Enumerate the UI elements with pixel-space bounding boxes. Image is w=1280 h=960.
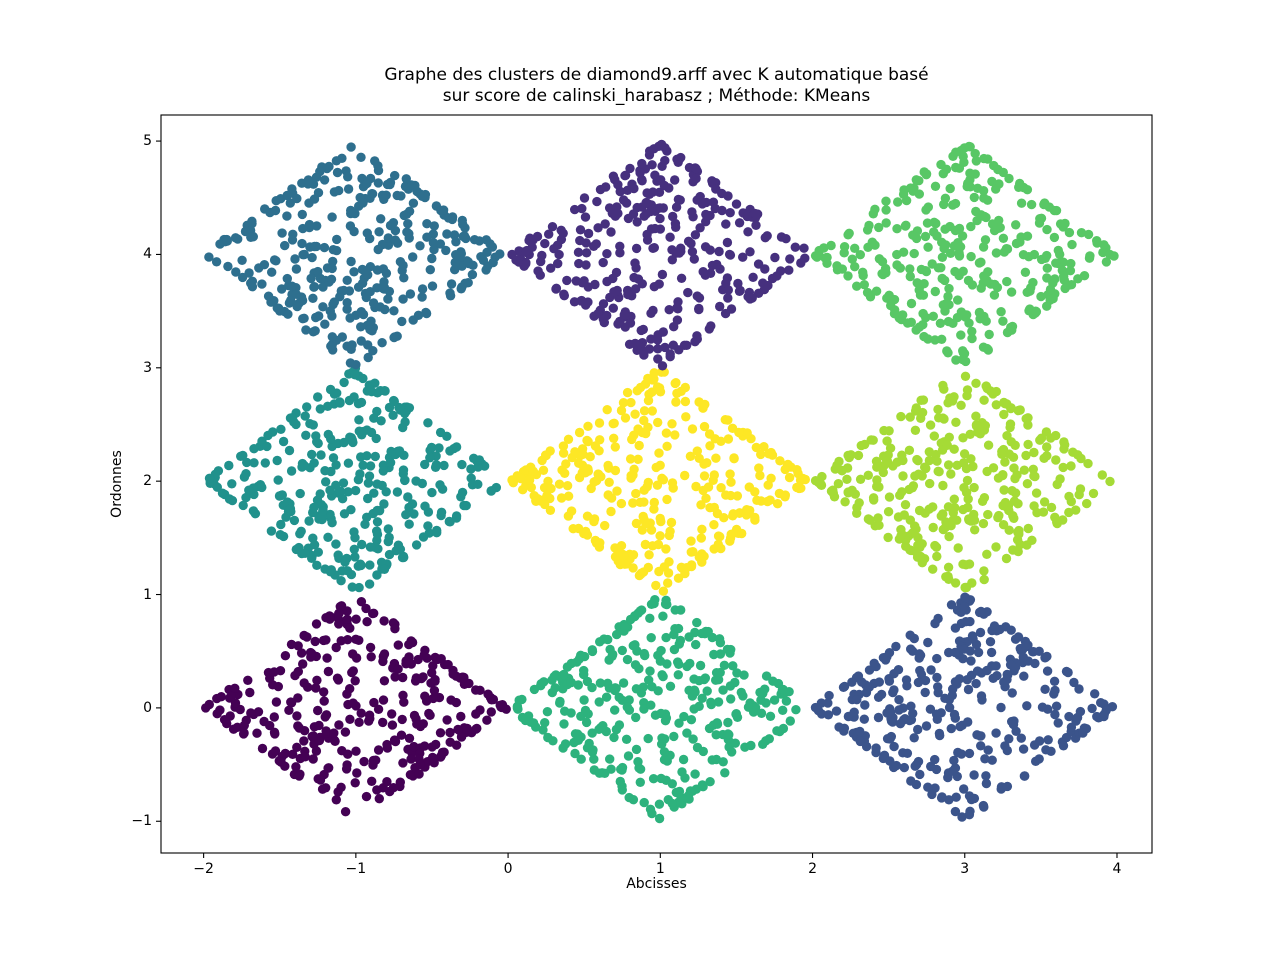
y-tick-label: 2 — [143, 473, 152, 490]
y-axis-label: Ordonnes — [109, 450, 125, 518]
x-tick-label: 4 — [1112, 861, 1122, 877]
cluster-3-points — [204, 363, 501, 593]
x-tick-label: −2 — [193, 861, 214, 877]
points-layer — [201, 139, 1119, 824]
y-tick-label: 0 — [143, 699, 152, 716]
chart-title-line2: sur score de calinski_harabasz ; Méthode… — [442, 86, 871, 106]
y-tick-label: 1 — [143, 586, 152, 603]
cluster-8-points — [810, 141, 1119, 367]
cluster-1-points — [512, 595, 801, 824]
y-tick-label: 4 — [143, 246, 152, 263]
cluster-6-points — [204, 142, 505, 370]
chart-title-line1: Graphe des clusters de diamond9.arff ave… — [384, 65, 929, 85]
x-tick-label: 2 — [808, 861, 817, 877]
cluster-4-points — [507, 367, 810, 596]
y-tick-label: 3 — [143, 359, 152, 376]
x-tick-label: 3 — [960, 861, 970, 877]
cluster-7-points — [507, 139, 810, 371]
cluster-0-points — [201, 597, 511, 817]
cluster-2-points — [810, 592, 1118, 822]
x-axis-label: Abcisses — [626, 876, 687, 892]
y-tick-label: −1 — [131, 813, 152, 830]
axes-spines — [160, 114, 1153, 854]
y-tick-label: 5 — [143, 133, 152, 150]
x-tick-label: 1 — [655, 861, 665, 877]
axes-layer — [156, 114, 1153, 858]
x-tick-label: −1 — [345, 861, 367, 877]
cluster-5-points — [810, 371, 1115, 593]
chart-title: Graphe des clusters de diamond9.arff ave… — [161, 65, 1152, 107]
x-tick-label: 0 — [503, 861, 513, 877]
